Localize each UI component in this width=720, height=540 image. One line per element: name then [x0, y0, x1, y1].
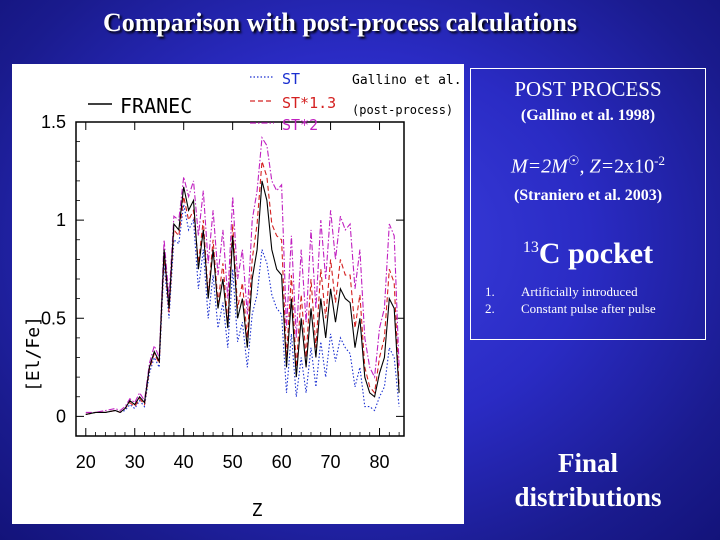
list-item: 1. Artificially introduced	[485, 283, 656, 300]
legend-st13: ST*1.3	[282, 94, 336, 112]
chart-panel: 20 30 40 50 60 70 80 0 0.5 1 1.5 FRANEC ST ST*1.3 …	[12, 64, 464, 524]
x-tick-label: 40	[174, 452, 194, 472]
list-item: 2. Constant pulse after pulse	[485, 300, 656, 317]
y-axis-label: [El/Fe]	[23, 316, 44, 392]
series-line-franec	[85, 180, 400, 415]
sun-symbol-icon: ☉	[567, 153, 580, 168]
post-process-heading: POST PROCESS	[514, 77, 662, 101]
x-axis-label: Z	[252, 500, 263, 521]
legend-group-sub: (post-process)	[352, 103, 453, 117]
x-tick-label: 70	[321, 452, 341, 472]
series-line-st	[85, 204, 400, 415]
model-z-exponent: -2	[654, 153, 665, 168]
x-tick-label: 50	[223, 452, 243, 472]
list-item-text: Artificially introduced	[521, 284, 638, 299]
model-parameters: M=2M☉, Z=2x10-2	[471, 153, 705, 179]
model-reference: (Straniero et al. 2003)	[513, 187, 663, 204]
list-item-text: Constant pulse after pulse	[521, 301, 656, 316]
y-tick-label: 1.5	[41, 112, 66, 132]
info-box: POST PROCESS (Gallino et al. 1998) M=2M☉…	[470, 68, 706, 340]
pocket-list: 1. Artificially introduced 2. Constant pul…	[485, 283, 656, 317]
final-line-2: distributions	[514, 482, 662, 512]
x-tick-label: 80	[370, 452, 390, 472]
legend-franec: FRANEC	[120, 94, 192, 118]
series-line-st-2	[85, 136, 400, 413]
y-tick-label: 0.5	[41, 308, 66, 328]
x-tick-label: 60	[272, 452, 292, 472]
model-z-value: 2x10	[614, 155, 655, 178]
x-tick-label: 30	[125, 452, 145, 472]
y-tick-label: 0	[56, 406, 66, 426]
pocket-label: C pocket	[538, 237, 654, 270]
legend-st2: ST*2	[282, 116, 318, 134]
model-mass: M=2M	[511, 155, 568, 178]
slide-title: Comparison with post-process calculation…	[102, 8, 578, 37]
legend-st: ST	[282, 70, 300, 88]
y-tick-label: 1	[56, 210, 66, 230]
x-tick-label: 20	[76, 452, 96, 472]
pocket-isotope-number: 13	[522, 239, 539, 256]
pocket-heading: 13C pocket	[471, 237, 705, 271]
post-process-reference: (Gallino et al. 1998)	[520, 107, 656, 124]
series-line-st-1-3	[85, 161, 400, 415]
list-item-number: 2.	[485, 301, 495, 316]
list-item-number: 1.	[485, 284, 495, 299]
final-line-1: Final	[557, 448, 618, 478]
legend-group-label: Gallino et al.	[352, 73, 462, 88]
model-z-label: , Z=	[579, 155, 615, 178]
final-distributions-caption: Final distributions	[470, 446, 706, 514]
